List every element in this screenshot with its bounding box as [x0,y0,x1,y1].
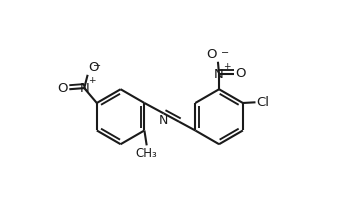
Text: O: O [88,61,99,74]
Text: −: − [221,48,229,58]
Text: CH₃: CH₃ [136,147,158,160]
Text: +: + [223,62,231,71]
Text: Cl: Cl [256,96,269,109]
Text: O: O [206,48,217,61]
Text: O: O [235,67,246,80]
Text: N: N [214,68,224,81]
Text: O: O [58,82,68,95]
Text: −: − [93,61,101,71]
Text: +: + [88,76,96,85]
Text: N: N [79,82,89,95]
Text: N: N [159,114,168,127]
